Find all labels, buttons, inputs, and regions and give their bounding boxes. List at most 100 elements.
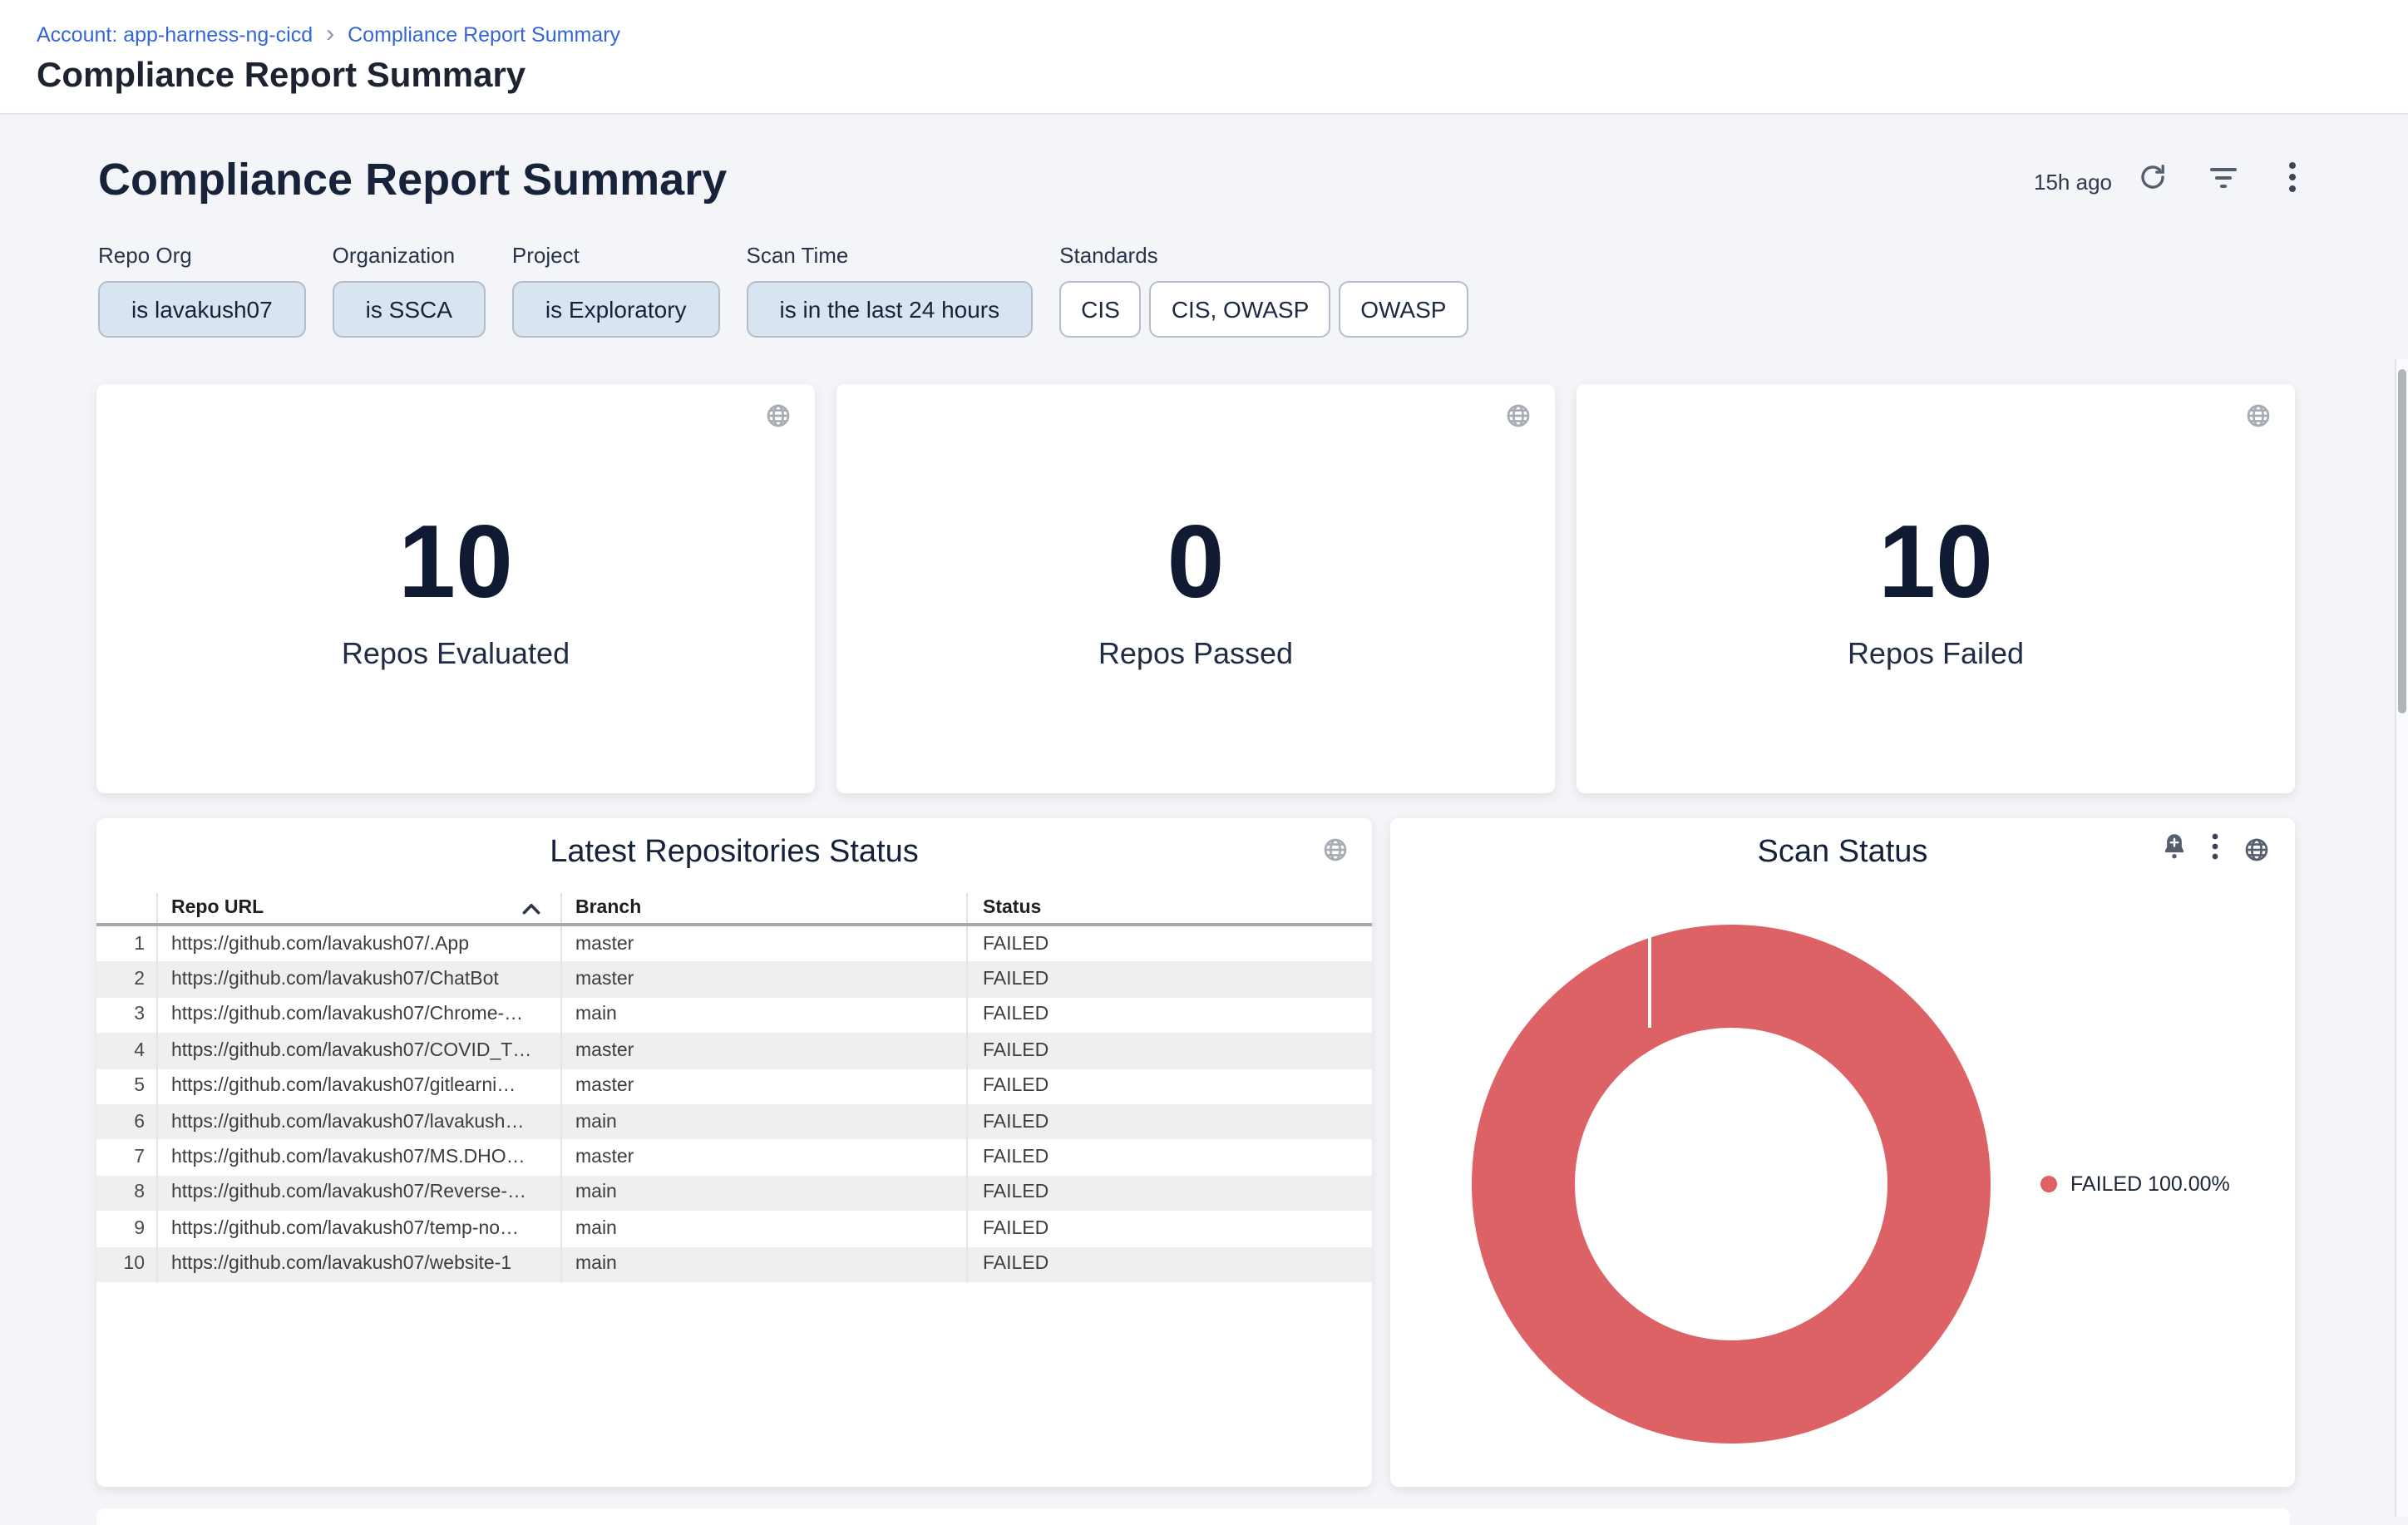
breadcrumb-current-link[interactable]: Compliance Report Summary <box>348 23 620 47</box>
filter-chip-project[interactable]: is Exploratory <box>512 281 720 338</box>
stat-label: Repos Evaluated <box>96 637 815 672</box>
branch-cell: master <box>562 1140 968 1176</box>
branch-cell: main <box>562 1104 968 1140</box>
stat-label: Repos Passed <box>836 637 1555 672</box>
refresh-button[interactable] <box>2135 165 2169 198</box>
row-number: 5 <box>96 1068 158 1104</box>
breadcrumb-account-link[interactable]: Account: app-harness-ng-cicd <box>37 23 313 47</box>
row-number: 3 <box>96 998 158 1034</box>
dashboard-actions-menu-button[interactable] <box>2275 165 2308 198</box>
stat-tile-repos-failed: 10 Repos Failed <box>1577 384 2295 793</box>
repo-url-cell: https://github.com/lavakush07/Reverse-… <box>158 1175 562 1211</box>
filter-group-project: Project is Exploratory <box>512 243 720 338</box>
repo-url-cell: https://github.com/lavakush07/website-1 <box>158 1246 562 1282</box>
row-number: 2 <box>96 962 158 998</box>
table-row[interactable]: 9 https://github.com/lavakush07/temp-no…… <box>96 1211 1372 1246</box>
scan-donut-chart[interactable] <box>1472 925 1991 1444</box>
status-cell: FAILED <box>968 1211 1372 1246</box>
status-cell: FAILED <box>968 1104 1372 1140</box>
table-row[interactable]: 7 https://github.com/lavakush07/MS.DHO… … <box>96 1140 1372 1176</box>
table-body: 1 https://github.com/lavakush07/.App mas… <box>96 926 1372 1282</box>
filter-label: Scan Time <box>747 243 1034 268</box>
row-number: 6 <box>96 1104 158 1140</box>
status-cell: FAILED <box>968 962 1372 998</box>
table-row[interactable]: 10 https://github.com/lavakush07/website… <box>96 1246 1372 1282</box>
row-number: 7 <box>96 1140 158 1176</box>
branch-cell: main <box>562 998 968 1034</box>
filter-label: Project <box>512 243 720 268</box>
filter-bar: Repo Org is lavakush07 Organization is S… <box>98 243 1468 338</box>
breadcrumb-chevron-icon: › <box>326 25 334 45</box>
scrollbar-thumb[interactable] <box>2398 369 2406 713</box>
branch-cell: master <box>562 926 968 962</box>
kebab-menu-icon <box>2212 832 2218 867</box>
filter-label: Repo Org <box>98 243 306 268</box>
stat-value: 10 <box>1577 511 2295 617</box>
row-number: 4 <box>96 1033 158 1068</box>
filter-chip-repo-org[interactable]: is lavakush07 <box>98 281 306 338</box>
bell-plus-icon <box>2161 832 2186 867</box>
filter-chip-organization[interactable]: is SSCA <box>333 281 486 338</box>
table-row[interactable]: 8 https://github.com/lavakush07/Reverse-… <box>96 1175 1372 1211</box>
globe-icon[interactable] <box>765 402 792 429</box>
status-cell: FAILED <box>968 1068 1372 1104</box>
table-row[interactable]: 6 https://github.com/lavakush07/lavakush… <box>96 1104 1372 1140</box>
stat-value: 10 <box>96 511 815 617</box>
scan-status-title: Scan Status <box>1390 835 2295 871</box>
table-row[interactable]: 5 https://github.com/lavakush07/gitlearn… <box>96 1068 1372 1104</box>
repo-url-cell: https://github.com/lavakush07/COVID_T… <box>158 1033 562 1068</box>
scan-tile-actions <box>2160 837 2270 863</box>
sort-ascending-icon <box>522 902 540 914</box>
tile-menu-button[interactable] <box>2202 837 2228 863</box>
branch-cell: master <box>562 1068 968 1104</box>
standards-option-cis[interactable]: CIS <box>1059 281 1142 338</box>
branch-cell: main <box>562 1211 968 1246</box>
repositories-table: Repo URL Branch Status <box>96 893 1372 923</box>
table-row[interactable]: 1 https://github.com/lavakush07/.App mas… <box>96 926 1372 962</box>
column-header-branch[interactable]: Branch <box>562 893 968 923</box>
filter-group-organization: Organization is SSCA <box>333 243 486 338</box>
globe-icon[interactable] <box>2245 402 2272 429</box>
row-number: 10 <box>96 1246 158 1282</box>
status-cell: FAILED <box>968 1033 1372 1068</box>
column-header-status[interactable]: Status <box>968 893 1372 923</box>
table-row[interactable]: 2 https://github.com/lavakush07/ChatBot … <box>96 962 1372 998</box>
breadcrumb: Account: app-harness-ng-cicd › Complianc… <box>37 23 620 47</box>
status-cell: FAILED <box>968 1140 1372 1176</box>
scan-status-tile: Scan Status <box>1390 818 2295 1487</box>
globe-icon[interactable] <box>1322 837 1349 863</box>
legend-label: FAILED 100.00% <box>2070 1172 2230 1196</box>
repo-url-cell: https://github.com/lavakush07/gitlearni… <box>158 1068 562 1104</box>
status-cell: FAILED <box>968 998 1372 1034</box>
status-cell: FAILED <box>968 1175 1372 1211</box>
row-number-header <box>96 893 158 923</box>
stat-tile-repos-passed: 0 Repos Passed <box>836 384 1555 793</box>
status-cell: FAILED <box>968 926 1372 962</box>
stat-value: 0 <box>836 511 1555 617</box>
globe-icon[interactable] <box>2243 837 2270 863</box>
filter-icon <box>2208 164 2238 199</box>
standards-option-cis-owasp[interactable]: CIS, OWASP <box>1150 281 1330 338</box>
page-title: Compliance Report Summary <box>37 57 526 96</box>
legend-dot-icon <box>2040 1176 2057 1192</box>
row-number: 9 <box>96 1211 158 1246</box>
filter-group-standards: Standards CIS CIS, OWASP OWASP <box>1059 243 1468 338</box>
app-header: Account: app-harness-ng-cicd › Complianc… <box>0 0 2408 115</box>
branch-cell: master <box>562 1033 968 1068</box>
branch-cell: master <box>562 962 968 998</box>
legend-item-failed[interactable]: FAILED 100.00% <box>2040 1172 2230 1196</box>
globe-icon[interactable] <box>1505 402 1532 429</box>
alert-bell-button[interactable] <box>2160 837 2187 863</box>
dashboard-filters-button[interactable] <box>2207 165 2240 198</box>
status-cell: FAILED <box>968 1246 1372 1282</box>
repo-url-cell: https://github.com/lavakush07/ChatBot <box>158 962 562 998</box>
dashboard-title: Compliance Report Summary <box>98 155 727 206</box>
compliance-report-page: Account: app-harness-ng-cicd › Complianc… <box>0 0 2408 1517</box>
column-header-repo-url[interactable]: Repo URL <box>158 893 562 923</box>
kebab-menu-icon <box>2287 161 2296 201</box>
table-row[interactable]: 3 https://github.com/lavakush07/Chrome-…… <box>96 998 1372 1034</box>
filter-chip-scan-time[interactable]: is in the last 24 hours <box>747 281 1034 338</box>
standards-option-owasp[interactable]: OWASP <box>1339 281 1468 338</box>
table-row[interactable]: 4 https://github.com/lavakush07/COVID_T…… <box>96 1033 1372 1068</box>
next-tile-partial <box>96 1508 2290 1525</box>
